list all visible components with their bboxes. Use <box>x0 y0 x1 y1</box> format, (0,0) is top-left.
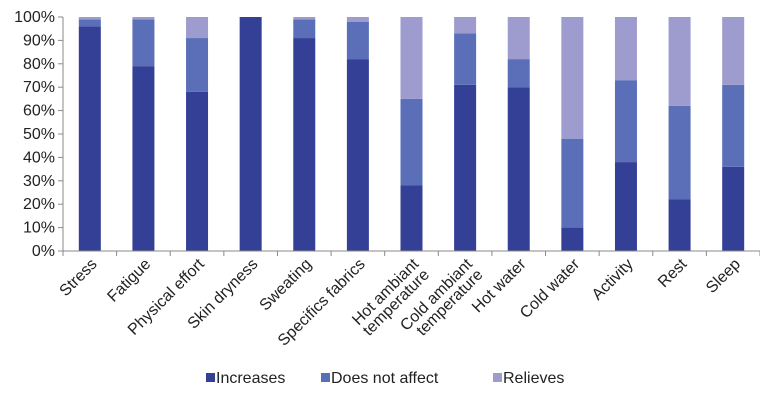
bar-segment <box>507 17 530 60</box>
bar-segment <box>132 17 155 20</box>
y-tick-label: 80% <box>23 56 55 73</box>
y-tick-label: 50% <box>23 126 55 143</box>
bar-segment <box>722 84 745 167</box>
plot-area <box>78 17 745 252</box>
bar-segment <box>346 17 369 22</box>
bar-segment <box>614 162 637 251</box>
bar-segment <box>722 166 745 251</box>
y-tick-label: 100% <box>14 9 55 26</box>
bar-segment <box>186 17 209 39</box>
legend-swatch <box>321 373 330 382</box>
bar-segment <box>293 17 316 20</box>
bar-segment <box>454 84 477 251</box>
bar-segment <box>132 19 155 67</box>
y-tick-label: 0% <box>32 243 55 260</box>
bar-segment <box>400 17 423 99</box>
bar-segment <box>346 59 369 252</box>
x-tick-label: Fatigue <box>104 256 154 306</box>
y-tick-label: 40% <box>23 149 55 166</box>
bar-segment <box>293 19 316 39</box>
y-tick-label: 20% <box>23 196 55 213</box>
bar-segment <box>400 98 423 186</box>
y-tick-label: 60% <box>23 103 55 120</box>
bar-segment <box>132 66 155 251</box>
y-tick-label: 70% <box>23 79 55 96</box>
bar-segment <box>346 21 369 60</box>
bar-segment <box>186 91 209 251</box>
legend-label: Relieves <box>503 370 564 387</box>
bar-segment <box>668 105 691 200</box>
bar-segment <box>561 17 584 139</box>
bar-segment <box>293 38 316 252</box>
legend-swatch <box>206 373 215 382</box>
bar-segment <box>507 87 530 251</box>
x-tick-label: Sleep <box>703 256 744 297</box>
bar-segment <box>454 17 477 34</box>
bar-segment <box>561 138 584 228</box>
bar-segment <box>400 185 423 251</box>
bar-segment <box>78 26 101 251</box>
bar-segment <box>78 19 101 27</box>
x-tick-label: Activity <box>589 256 637 304</box>
bar-segment <box>561 227 584 251</box>
bar-segment <box>454 33 477 85</box>
x-tick-label: Rest <box>655 255 691 291</box>
y-tick-label: 90% <box>23 32 55 49</box>
legend-swatch <box>493 373 502 382</box>
bar-segment <box>614 80 637 163</box>
bar-segment <box>614 17 637 81</box>
bar-segment <box>239 17 262 251</box>
y-tick-label: 30% <box>23 173 55 190</box>
bar-segment <box>722 17 745 85</box>
bar-segment <box>668 17 691 106</box>
x-tick-label: Stress <box>57 256 101 300</box>
legend-label: Increases <box>216 370 285 387</box>
bar-segment <box>668 199 691 251</box>
y-tick-label: 10% <box>23 220 55 237</box>
bar-segment <box>186 38 209 92</box>
bar-segment <box>78 17 101 20</box>
y-axis: 0% 10% 20% 30% 40% 50% 60% 70% 80% 90% 100% <box>14 9 64 260</box>
legend: Increases Does not affect Relieves <box>206 370 564 387</box>
legend-label: Does not affect <box>331 370 439 387</box>
bar-segment <box>507 59 530 88</box>
